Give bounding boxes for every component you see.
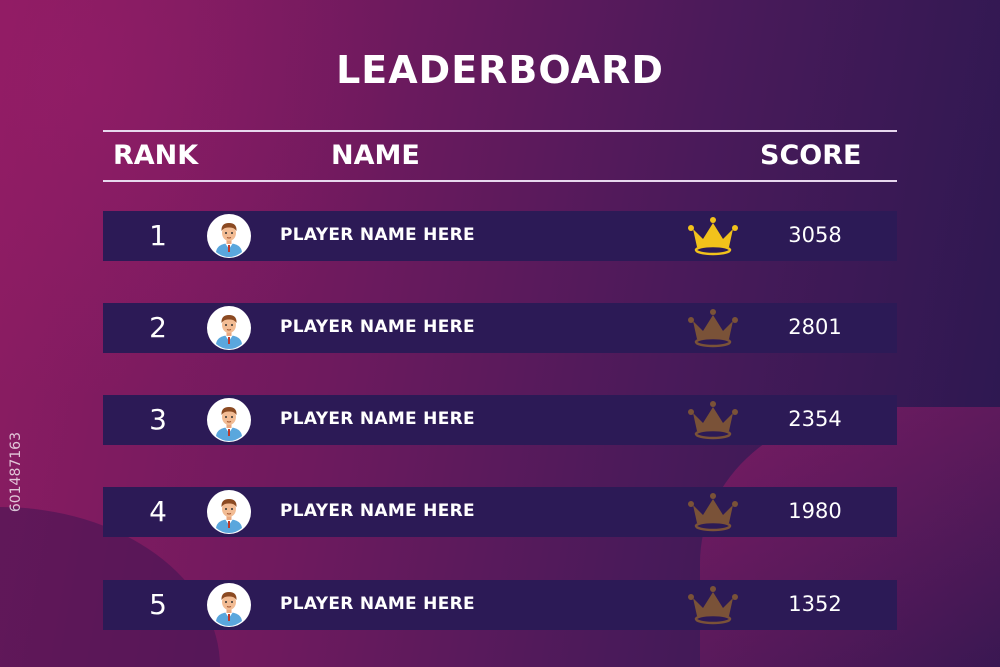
header-score: SCORE bbox=[760, 140, 862, 171]
avatar bbox=[207, 583, 251, 627]
rank-number: 5 bbox=[149, 588, 167, 621]
leaderboard-row: 2 PLAYER NAME HERE 2801 bbox=[103, 303, 897, 353]
avatar bbox=[207, 306, 251, 350]
avatar bbox=[207, 490, 251, 534]
leaderboard-row: 4 PLAYER NAME HERE 1980 bbox=[103, 487, 897, 537]
divider bbox=[103, 180, 897, 182]
watermark: 601487163 bbox=[8, 432, 24, 513]
score-value: 2801 bbox=[788, 315, 842, 339]
leaderboard-row: 3 PLAYER NAME HERE 2354 bbox=[103, 395, 897, 445]
crown-icon bbox=[687, 399, 739, 441]
score-value: 2354 bbox=[788, 407, 842, 431]
rank-number: 3 bbox=[149, 403, 167, 436]
crown-icon bbox=[687, 307, 739, 349]
score-value: 1352 bbox=[788, 592, 842, 616]
avatar bbox=[207, 398, 251, 442]
player-name: PLAYER NAME HERE bbox=[280, 594, 475, 614]
crown-icon bbox=[687, 584, 739, 626]
crown-icon bbox=[687, 215, 739, 257]
player-name: PLAYER NAME HERE bbox=[280, 317, 475, 337]
header-rank: RANK bbox=[113, 140, 199, 171]
score-value: 3058 bbox=[788, 223, 842, 247]
player-name: PLAYER NAME HERE bbox=[280, 409, 475, 429]
avatar bbox=[207, 214, 251, 258]
crown-icon bbox=[687, 491, 739, 533]
leaderboard-row: 1 PLAYER NAME HERE 3058 bbox=[103, 211, 897, 261]
player-name: PLAYER NAME HERE bbox=[280, 501, 475, 521]
score-value: 1980 bbox=[788, 499, 842, 523]
page-title: LEADERBOARD bbox=[336, 48, 664, 92]
rank-number: 2 bbox=[149, 311, 167, 344]
header-name: NAME bbox=[331, 140, 420, 171]
player-name: PLAYER NAME HERE bbox=[280, 225, 475, 245]
leaderboard-row: 5 PLAYER NAME HERE 1352 bbox=[103, 580, 897, 630]
rank-number: 4 bbox=[149, 495, 167, 528]
rank-number: 1 bbox=[149, 219, 167, 252]
divider bbox=[103, 130, 897, 132]
